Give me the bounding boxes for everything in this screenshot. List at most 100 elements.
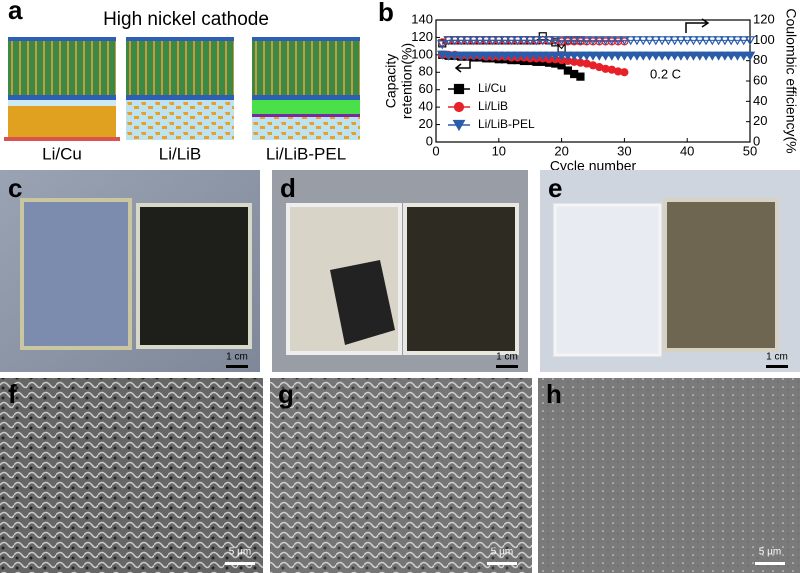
scale-bar-label: 5 μm: [759, 547, 781, 558]
ce-point: [437, 40, 448, 50]
ce-point: [707, 36, 718, 46]
ce-point: [594, 36, 605, 46]
ce-point: [481, 36, 492, 46]
schematic-cells: [4, 37, 360, 141]
capacity-point: [449, 51, 461, 61]
chart: 0 10 20 30 40 5002040608010012014002040608010…: [383, 8, 800, 173]
ce-point: [606, 36, 618, 46]
y2-tick-label: 20: [753, 113, 767, 128]
ce-point: [587, 36, 599, 46]
x-tick-label: 40: [680, 143, 694, 158]
capacity-point: [638, 51, 649, 61]
capacity-point: [688, 51, 699, 61]
schematic-label: Li/LiB: [159, 144, 202, 163]
ce-point: [663, 36, 674, 46]
y2-tick-label: 0: [753, 133, 760, 148]
photos: [0, 170, 800, 372]
ce-point: [550, 36, 561, 46]
capacity-point: [462, 51, 473, 61]
capacity-point: [455, 51, 467, 61]
capacity-point: [713, 51, 724, 61]
legend-label: Li/Cu: [478, 81, 506, 95]
legend-marker: [453, 101, 465, 113]
y-tick-label: 140: [411, 11, 433, 26]
ce-point: [713, 36, 724, 46]
capacity-point: [625, 51, 636, 61]
ce-point: [506, 36, 517, 46]
y2-tick-label: 60: [753, 72, 767, 87]
capacity-point: [681, 51, 693, 61]
capacity-point: [631, 51, 643, 61]
capacity-point: [644, 51, 655, 61]
ce-point: [675, 36, 687, 46]
panel-label: g: [278, 379, 294, 409]
x-tick-label: 50: [743, 143, 757, 158]
ce-point: [518, 36, 530, 46]
ce-point: [650, 36, 662, 46]
capacity-point: [562, 51, 574, 61]
ce-point: [543, 36, 555, 46]
capacity-point: [493, 51, 505, 61]
y2-axis-label: Coulombic efficiency(%: [783, 8, 799, 153]
capacity-point: [487, 51, 498, 61]
schematic-label: Li/Cu: [42, 144, 82, 163]
capacity-point: [738, 51, 749, 61]
y2-tick-label: 80: [753, 52, 767, 67]
y-tick-label: 20: [419, 116, 433, 131]
panel-label: f: [8, 379, 17, 409]
x-axis-label: Cycle number: [550, 158, 637, 174]
legend-marker: [452, 119, 466, 132]
scale-bar-label: 5 μm: [491, 547, 513, 558]
sem-images: [0, 378, 800, 573]
legend-marker: [453, 83, 465, 95]
y-tick-label: 120: [411, 29, 433, 44]
capacity-point: [581, 51, 592, 61]
ce-point: [732, 36, 743, 46]
ce-point: [474, 36, 486, 46]
capacity-point: [694, 51, 705, 61]
x-tick-label: 10: [492, 143, 506, 158]
capacity-point: [575, 51, 586, 61]
annotation: 0.2 C: [650, 66, 681, 81]
y2-tick-label: 40: [753, 93, 767, 108]
y-tick-label: 0: [426, 133, 433, 148]
capacity-point: [612, 51, 624, 61]
capacity-point: [587, 51, 599, 61]
ce-point: [487, 36, 498, 46]
ce-point: [524, 36, 536, 46]
capacity-point: [650, 51, 662, 61]
capacity-point: [556, 51, 567, 61]
panel-label: d: [280, 173, 296, 203]
capacity-point: [550, 51, 561, 61]
capacity-point: [543, 51, 555, 61]
schematic-title: High nickel cathode: [103, 9, 269, 30]
scale-bar-label: 5 μm: [229, 547, 251, 558]
capacity-point: [468, 51, 479, 61]
capacity-point: [744, 51, 756, 61]
y-tick-label: 80: [419, 64, 433, 79]
y-tick-label: 100: [411, 46, 433, 61]
capacity-point: [443, 51, 454, 61]
ce-point: [512, 36, 523, 46]
ce-point: [462, 36, 473, 46]
panel-label: e: [548, 173, 562, 203]
capacity-point: [600, 51, 611, 61]
capacity-point: [531, 51, 542, 61]
legend-label: Li/LiB: [478, 99, 508, 113]
y-axis-label: retention(%): [399, 43, 415, 119]
capacity-point: [481, 51, 492, 61]
capacity-point: [707, 51, 718, 61]
ce-point: [719, 36, 731, 46]
ce-point: [531, 36, 542, 46]
ce-point: [725, 36, 737, 46]
capacity-point: [669, 51, 680, 61]
capacity-point: [619, 51, 630, 61]
capacity-point: [512, 51, 523, 61]
x-tick-label: 30: [617, 143, 631, 158]
panel-label: a: [8, 0, 23, 25]
panel-label: c: [8, 173, 22, 203]
ce-point: [493, 36, 505, 46]
ce-point: [631, 36, 643, 46]
